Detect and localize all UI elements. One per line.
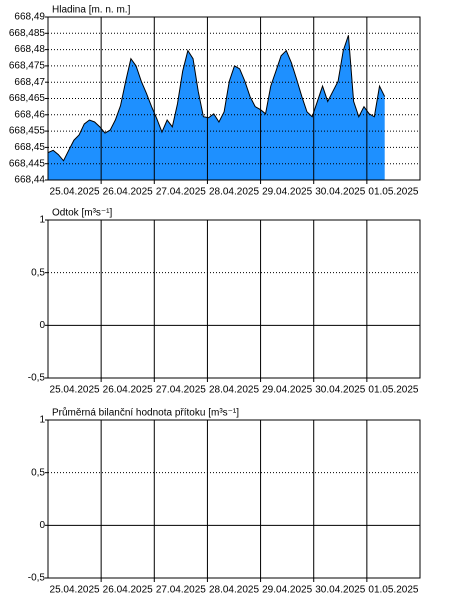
- y-tick-label: 0: [39, 320, 45, 331]
- y-tick-label: 668,475: [9, 61, 46, 72]
- x-tick-label: 27.04.2025: [156, 187, 206, 198]
- panel-title: Hladina [m. n. m.]: [52, 5, 131, 16]
- y-tick-label: 1: [39, 415, 45, 426]
- y-tick-label: 668,47: [14, 77, 45, 88]
- y-tick-label: 668,45: [14, 142, 45, 153]
- x-tick-label: 30.04.2025: [315, 585, 365, 596]
- panel-title: Průměrná bilanční hodnota přítoku [m³s⁻¹…: [52, 407, 239, 419]
- x-tick-label: 27.04.2025: [156, 385, 206, 396]
- y-tick-label: 1: [39, 215, 45, 226]
- x-tick-label: 29.04.2025: [262, 187, 312, 198]
- x-tick-label: 26.04.2025: [103, 187, 153, 198]
- plot-frame: [47, 219, 421, 379]
- x-tick-label: 29.04.2025: [262, 385, 312, 396]
- y-tick-label: 668,455: [9, 126, 46, 137]
- area-outline: [47, 35, 386, 162]
- x-tick-label: 28.04.2025: [209, 585, 259, 596]
- y-tick-label: 0: [39, 520, 45, 531]
- plot-frame: [47, 16, 421, 181]
- x-tick-label: 25.04.2025: [50, 585, 100, 596]
- y-tick-label: 668,46: [14, 109, 45, 120]
- x-tick-label: 25.04.2025: [50, 385, 100, 396]
- x-tick-label: 28.04.2025: [209, 385, 259, 396]
- plot-frame: [47, 419, 421, 579]
- x-tick-label: 30.04.2025: [315, 385, 365, 396]
- y-tick-label: -0,5: [28, 573, 46, 584]
- y-tick-label: 668,485: [9, 28, 46, 39]
- x-tick-label: 30.04.2025: [315, 187, 365, 198]
- y-tick-label: 668,44: [14, 175, 45, 186]
- y-tick-label: 668,445: [9, 158, 46, 169]
- y-tick-label: 668,49: [14, 12, 45, 23]
- x-tick-label: 01.05.2025: [368, 385, 418, 396]
- area: [48, 35, 385, 181]
- y-tick-label: 668,465: [9, 93, 46, 104]
- x-tick-label: 01.05.2025: [368, 585, 418, 596]
- y-tick-label: 668,48: [14, 44, 45, 55]
- x-tick-label: 26.04.2025: [103, 585, 153, 596]
- panel-title: Odtok [m³s⁻¹]: [52, 208, 113, 219]
- y-tick-label: -0,5: [28, 373, 46, 384]
- x-tick-label: 29.04.2025: [262, 585, 312, 596]
- x-tick-label: 28.04.2025: [209, 187, 259, 198]
- x-tick-label: 27.04.2025: [156, 585, 206, 596]
- x-tick-label: 25.04.2025: [50, 187, 100, 198]
- y-tick-label: 0,5: [31, 267, 45, 278]
- x-tick-label: 01.05.2025: [368, 187, 418, 198]
- x-tick-label: 26.04.2025: [103, 385, 153, 396]
- y-tick-label: 0,5: [31, 467, 45, 478]
